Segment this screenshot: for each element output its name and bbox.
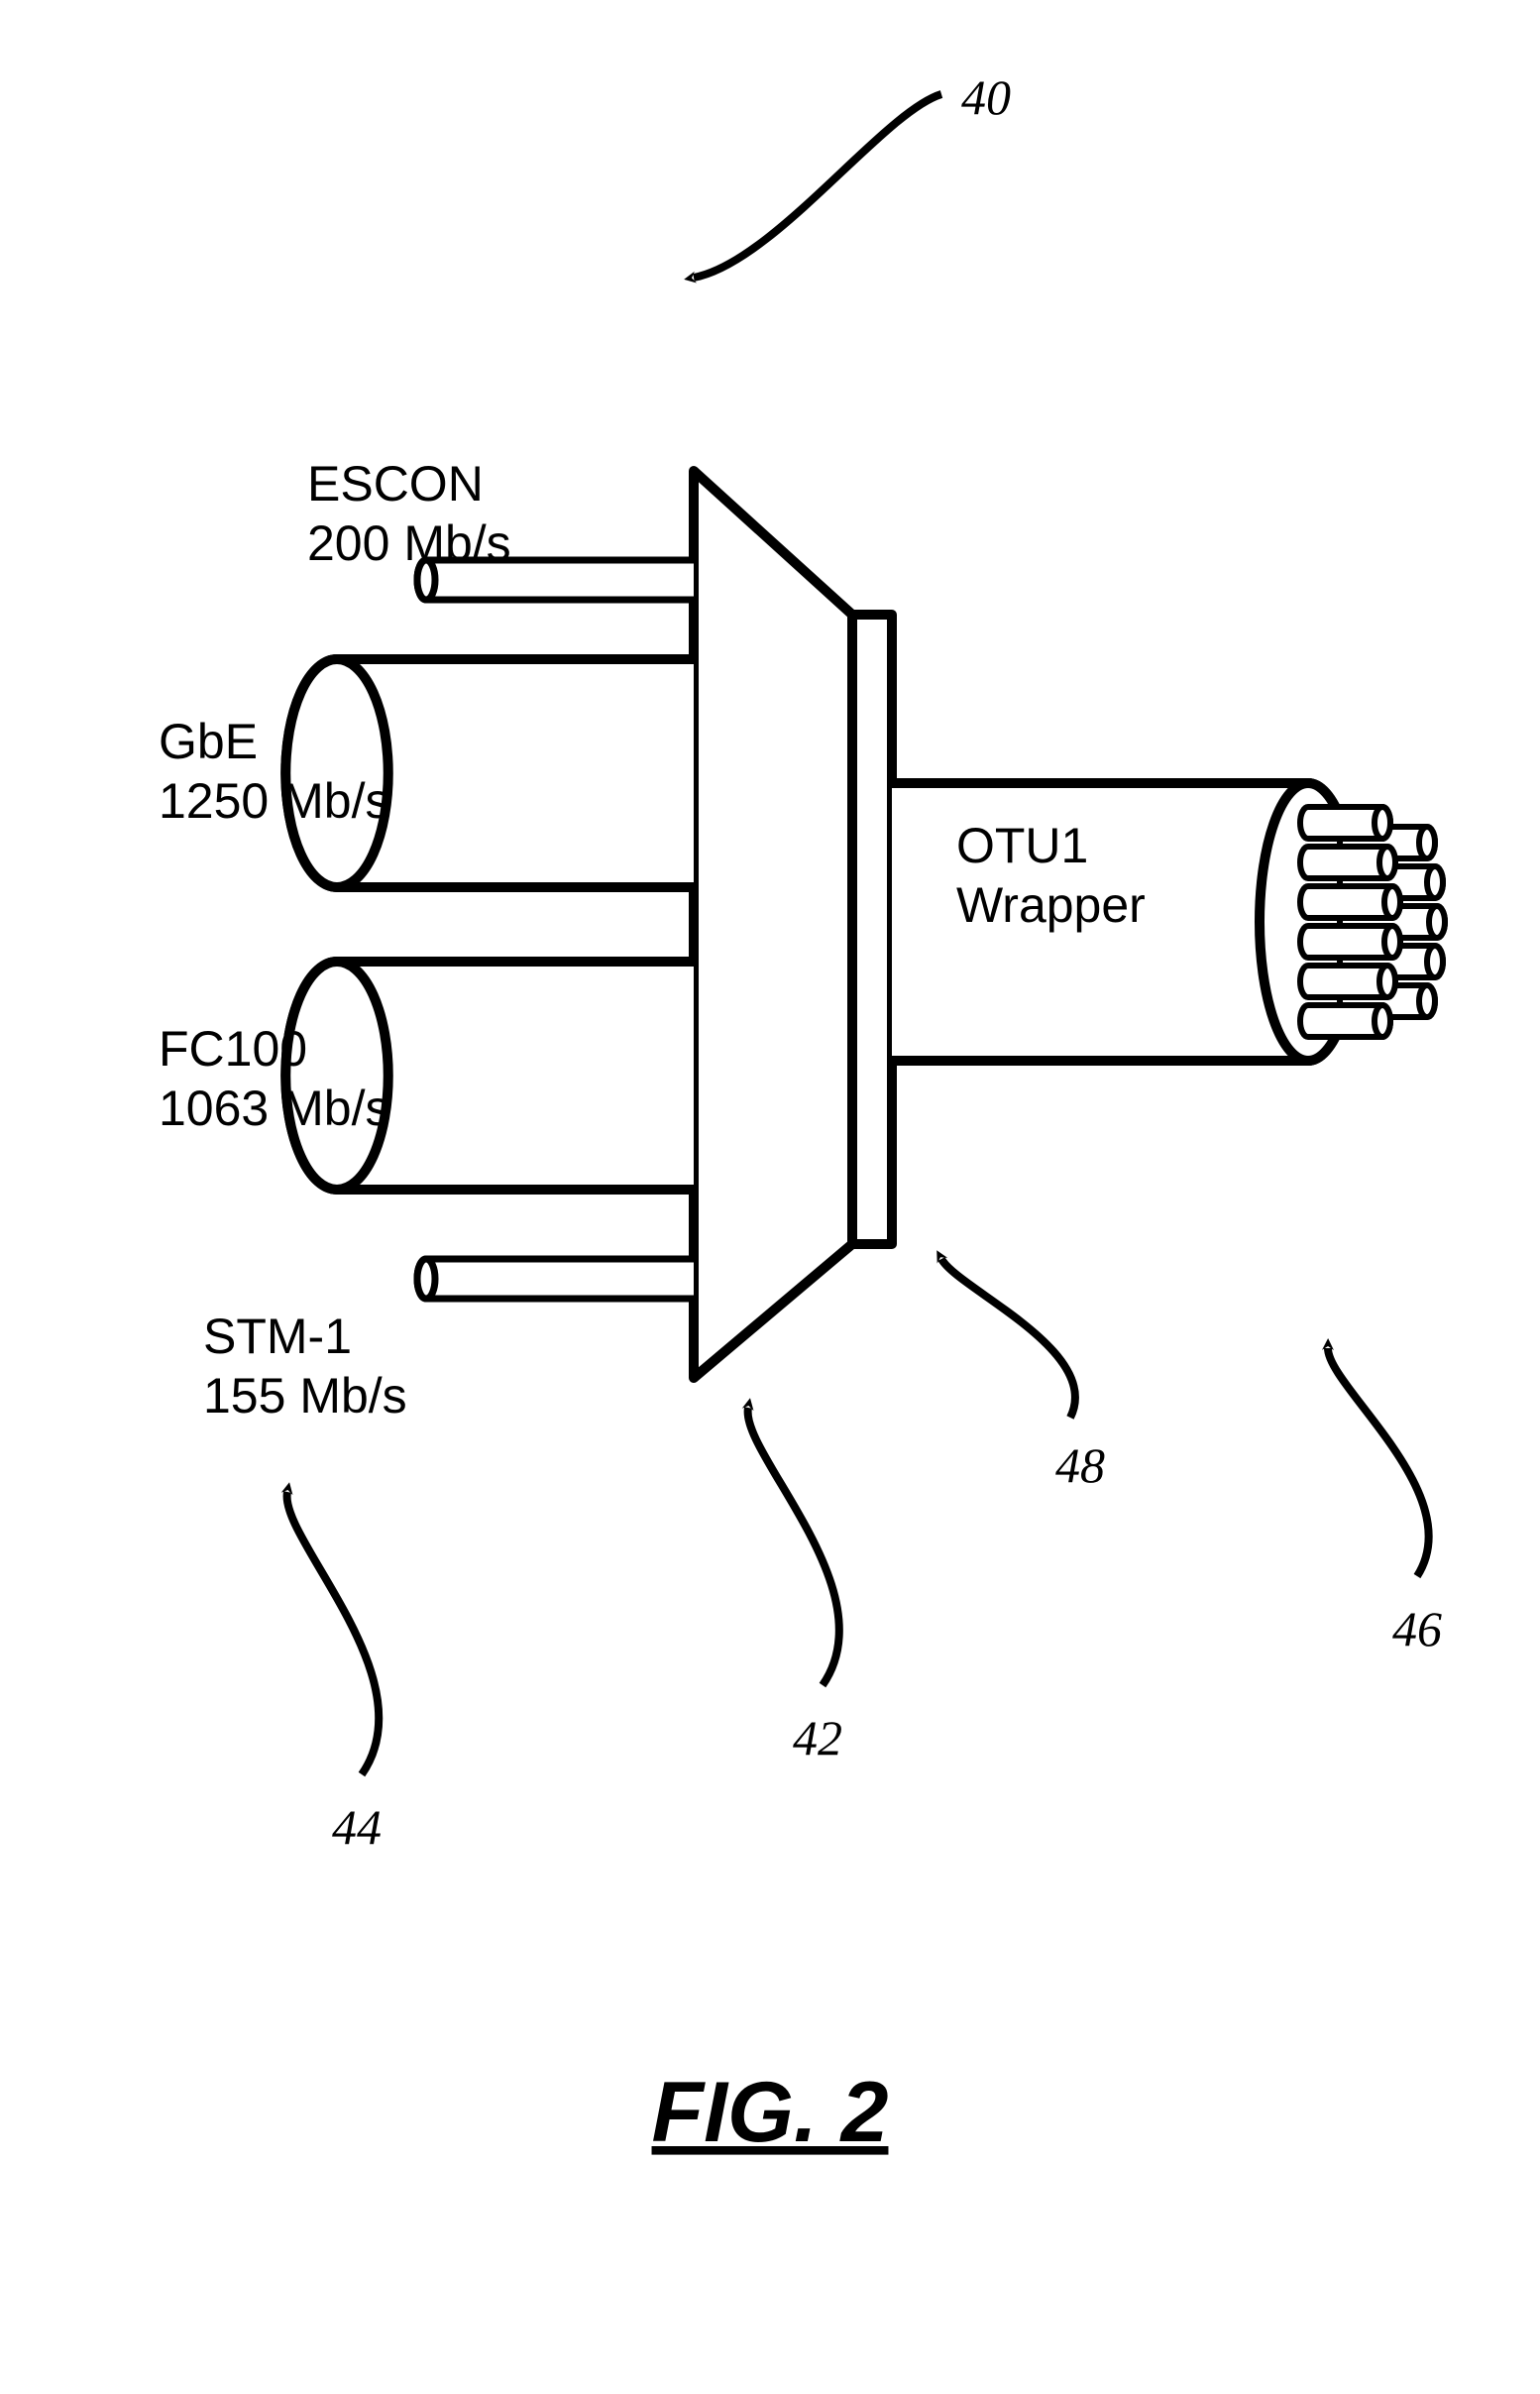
label-gbe-line1: GbE <box>159 714 258 769</box>
label-fc-line2: 1063 Mb/s <box>159 1081 389 1136</box>
ref-46: 46 <box>1392 1601 1442 1656</box>
diagram-canvas: ESCON 200 Mb/s GbE 1250 Mb/s FC100 1063 … <box>0 0 1540 2394</box>
ref-48: 48 <box>1055 1437 1105 1493</box>
ref-42: 42 <box>793 1710 842 1766</box>
ref-44: 44 <box>332 1799 382 1855</box>
label-stm-line1: STM-1 <box>203 1309 352 1364</box>
label-escon-line1: ESCON <box>307 456 484 512</box>
label-escon-line2: 200 Mb/s <box>307 515 511 571</box>
input-pipes <box>285 560 694 1299</box>
label-stm-line2: 155 Mb/s <box>203 1368 407 1424</box>
label-otu-line1: OTU1 <box>956 818 1088 873</box>
label-fc-line1: FC100 <box>159 1021 307 1077</box>
label-otu-line2: Wrapper <box>956 877 1146 933</box>
funnel-mux <box>694 471 892 1378</box>
figure-caption: FIG. 2 <box>652 2065 889 2160</box>
label-gbe-line2: 1250 Mb/s <box>159 773 389 829</box>
ref-40: 40 <box>961 69 1011 125</box>
